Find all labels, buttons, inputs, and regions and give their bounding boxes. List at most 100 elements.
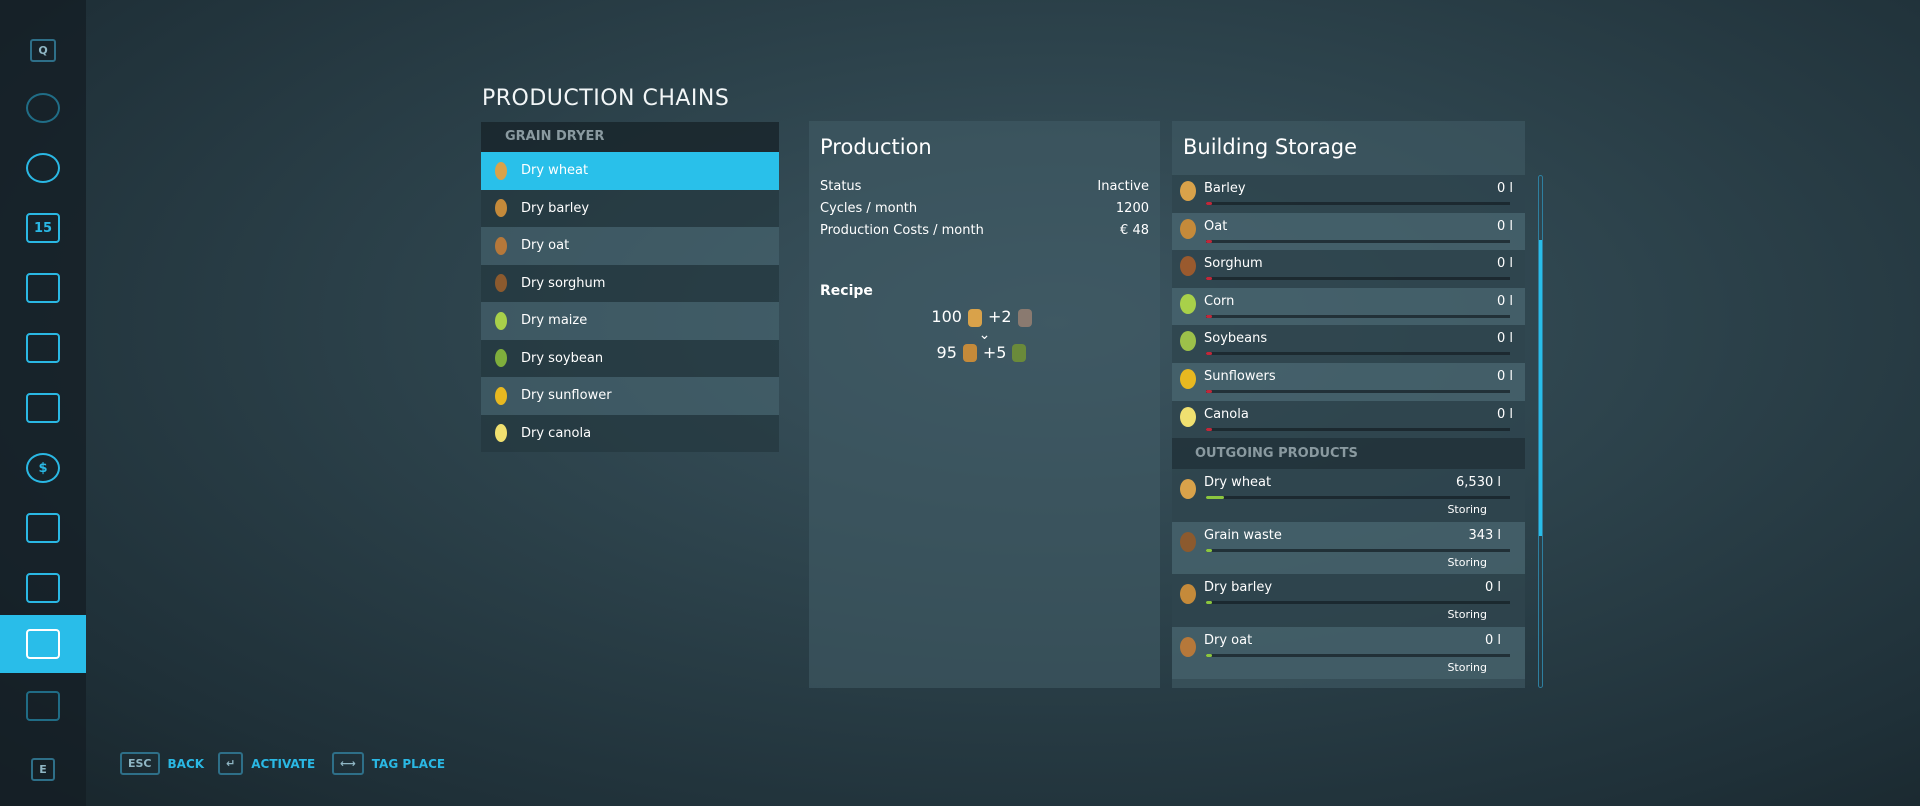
- storage-item-canola: Canola 0 l: [1172, 400, 1525, 439]
- chain-label: Dry wheat: [521, 163, 589, 179]
- sidebar-item-tour[interactable]: [0, 680, 86, 732]
- icon-label: 15: [33, 220, 53, 236]
- dry-oat-icon: [1180, 636, 1196, 657]
- sorghum-icon: [1180, 256, 1196, 277]
- chain-label: Dry sunflower: [521, 388, 612, 404]
- fill-level: [1206, 277, 1212, 281]
- item-name: Canola: [1204, 406, 1249, 422]
- item-name: Oat: [1204, 218, 1228, 234]
- fill-level: [1206, 202, 1212, 205]
- finances-icon: $: [26, 453, 60, 483]
- barley-icon: [1180, 181, 1196, 201]
- grain-waste-icon: [1012, 344, 1027, 362]
- chain-label: Dry sorghum: [521, 275, 606, 291]
- item-name: Sunflowers: [1204, 368, 1276, 384]
- chain-item[interactable]: Dry sunflower: [481, 377, 779, 415]
- production-panel: Production Status Inactive Cycles / month 1…: [809, 121, 1160, 688]
- calendar-icon: 15: [26, 213, 60, 243]
- dry-sunflower-icon: [495, 386, 507, 405]
- fill-level: [1206, 314, 1212, 318]
- fill-level-bar: [1206, 496, 1510, 500]
- chain-item[interactable]: Dry sorghum: [481, 264, 779, 302]
- sidebar-item-weather[interactable]: [0, 262, 86, 314]
- fill-level-bar: [1206, 427, 1510, 431]
- sidebar-item-contracts[interactable]: [0, 562, 86, 614]
- button-label: ACTIVATE: [251, 756, 316, 771]
- chain-item[interactable]: Dry barley: [481, 189, 779, 227]
- item-value: 0 l: [1496, 406, 1513, 422]
- fill-level-bar: [1206, 389, 1510, 393]
- key-hint: ↵: [218, 752, 244, 775]
- canola-icon: [1180, 406, 1196, 427]
- item-name: Dry wheat: [1204, 475, 1272, 491]
- fill-level: [1206, 548, 1212, 552]
- dry-barley-icon: [495, 199, 507, 218]
- dry-barley-icon: [1180, 584, 1196, 605]
- page-title: PRODUCTION CHAINS: [482, 86, 730, 111]
- sidebar-item-e-key[interactable]: E: [0, 743, 86, 795]
- chain-item[interactable]: Dry oat: [481, 227, 779, 265]
- key-hint: ESC: [120, 752, 160, 775]
- fill-level: [1206, 601, 1212, 605]
- chain-item[interactable]: Dry maize: [481, 302, 779, 340]
- sidebar-item-steering-wheel[interactable]: [0, 142, 86, 194]
- sidebar-item-finances[interactable]: $: [0, 442, 86, 494]
- scrollbar-thumb[interactable]: [1539, 240, 1542, 536]
- stat-value: € 48: [1120, 222, 1149, 238]
- chain-label: Dry canola: [521, 425, 592, 441]
- storage-item-soybeans: Soybeans 0 l: [1172, 325, 1525, 363]
- fill-level-bar: [1206, 601, 1510, 605]
- recipe-output: 95 +5: [809, 342, 1160, 362]
- recipe-input: 100 +2: [809, 307, 1160, 327]
- contracts-icon: [26, 573, 60, 603]
- panel-title: Building Storage: [1183, 135, 1358, 159]
- item-name: Sorghum: [1204, 256, 1263, 272]
- stat-label: Status: [820, 178, 862, 194]
- item-name: Barley: [1204, 181, 1246, 196]
- footer-button-activate[interactable]: ↵ ACTIVATE: [218, 752, 315, 775]
- chain-label: Dry soybean: [521, 350, 604, 366]
- sidebar-item-q-key[interactable]: Q: [0, 24, 86, 76]
- button-label: TAG PLACE: [371, 756, 446, 771]
- item-status: Storing: [1447, 555, 1487, 569]
- steering-wheel-icon: [26, 153, 60, 183]
- q-key[interactable]: Q: [30, 38, 56, 62]
- dry-wheat-icon: [495, 161, 507, 180]
- recipe-title: Recipe: [820, 283, 873, 299]
- statistics-icon: [26, 333, 60, 363]
- icon-label: $: [38, 460, 48, 476]
- e-key[interactable]: E: [31, 757, 55, 781]
- footer-button-back[interactable]: ESC BACK: [120, 752, 204, 775]
- chain-label: Dry oat: [521, 238, 570, 254]
- fill-level-bar: [1206, 548, 1510, 552]
- sidebar-item-production[interactable]: [0, 615, 86, 673]
- sidebar-item-animals[interactable]: [0, 502, 86, 554]
- sidebar-item-map[interactable]: [0, 82, 86, 134]
- storage-item-barley: Barley 0 l: [1172, 175, 1525, 213]
- sidebar-item-statistics[interactable]: [0, 322, 86, 374]
- sidebar-item-calendar[interactable]: 15: [0, 202, 86, 254]
- soybeans-icon: [1180, 331, 1196, 352]
- production-chain-list: GRAIN DRYER Dry wheat Dry barley Dry oat Dr…: [481, 122, 779, 452]
- item-value: 0 l: [1484, 632, 1501, 648]
- storage-item-oat: Oat 0 l: [1172, 212, 1525, 251]
- sidebar-item-tractor[interactable]: [0, 382, 86, 434]
- fill-level: [1206, 389, 1212, 393]
- map-icon: [26, 93, 60, 123]
- storage-item-corn: Corn 0 l: [1172, 287, 1525, 326]
- wheat-icon: [967, 308, 982, 327]
- dry-oat-icon: [495, 236, 507, 255]
- chain-item[interactable]: Dry soybean: [481, 339, 779, 377]
- item-value: 0 l: [1496, 181, 1513, 196]
- oat-icon: [1180, 218, 1196, 239]
- output-amount: 95: [936, 342, 957, 362]
- scrollbar[interactable]: [1538, 175, 1543, 688]
- fill-level-bar: [1206, 653, 1510, 657]
- chain-item[interactable]: Dry wheat: [481, 152, 779, 190]
- footer-button-tag-place[interactable]: ⟷ TAG PLACE: [332, 752, 445, 775]
- item-value: 343 l: [1468, 527, 1501, 543]
- item-name: Dry oat: [1204, 632, 1253, 648]
- chain-item[interactable]: Dry canola: [481, 414, 779, 452]
- outgoing-item: Dry oat 0 l Storing: [1172, 626, 1525, 680]
- building-storage-panel: Building Storage Barley 0 l Oat 0 l Sorghum 0…: [1172, 121, 1525, 688]
